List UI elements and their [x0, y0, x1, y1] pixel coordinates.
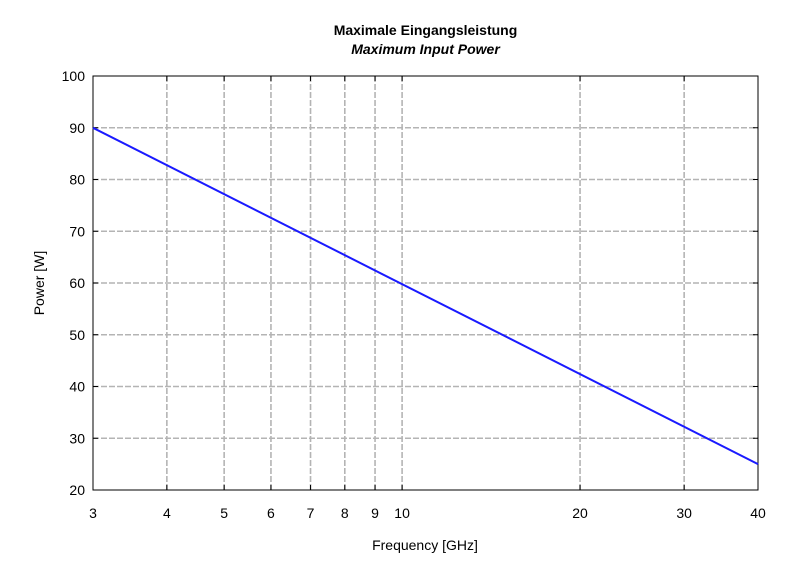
y-tick-label: 50: [69, 327, 85, 343]
x-axis-label: Frequency [GHz]: [372, 537, 478, 553]
x-tick-label: 6: [267, 505, 275, 521]
x-tick-label: 4: [163, 505, 171, 521]
y-tick-label: 20: [69, 482, 85, 498]
y-tick-label: 60: [69, 275, 85, 291]
y-tick-label: 40: [69, 379, 85, 395]
y-tick-labels: 20 30 40 50 60 70 80 90 100: [62, 68, 86, 498]
x-tick-label: 7: [307, 505, 315, 521]
x-tick-label: 5: [220, 505, 228, 521]
x-tick-label: 20: [572, 505, 588, 521]
grid: [93, 76, 758, 490]
y-tick-label: 80: [69, 172, 85, 188]
y-tick-label: 30: [69, 430, 85, 446]
x-tick-label: 30: [676, 505, 692, 521]
x-tick-label: 9: [371, 505, 379, 521]
y-tick-label: 90: [69, 120, 85, 136]
x-tick-label: 8: [341, 505, 349, 521]
y-tick-label: 70: [69, 223, 85, 239]
y-axis-label: Power [W]: [31, 251, 47, 316]
chart-subtitle: Maximum Input Power: [351, 41, 500, 57]
series: [92, 126, 759, 465]
x-tick-label: 10: [394, 505, 410, 521]
ticks: [92, 75, 759, 491]
y-tick-label: 100: [62, 68, 86, 84]
x-tick-labels: 3 4 5 6 7 8 9 10 20 30 40: [89, 505, 766, 521]
x-tick-label: 3: [89, 505, 97, 521]
series-line: [92, 126, 759, 465]
chart-title: Maximale Eingangsleistung: [333, 22, 518, 38]
x-tick-label: 40: [750, 505, 766, 521]
